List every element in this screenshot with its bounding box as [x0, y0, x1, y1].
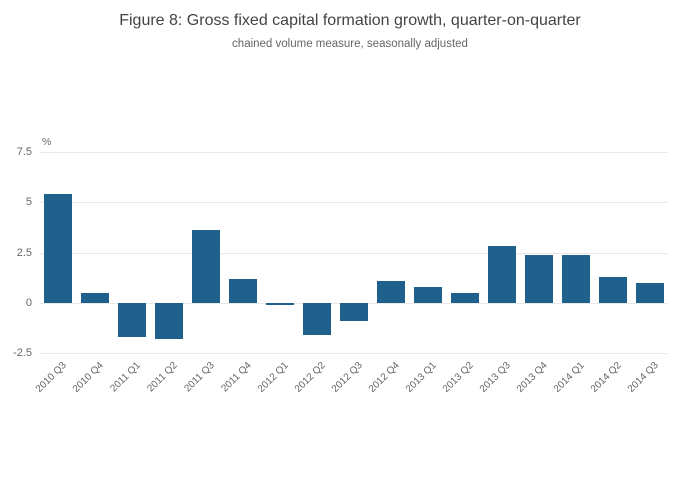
gridline	[40, 252, 668, 254]
bar	[377, 280, 405, 303]
bar	[44, 194, 72, 303]
plot-area: 7.5 5 2.5 0 -2.5	[13, 146, 668, 359]
bar	[118, 302, 146, 337]
bar	[525, 254, 553, 303]
chart-subtitle: chained volume measure, seasonally adjus…	[232, 38, 468, 50]
gridline	[40, 152, 668, 153]
bar	[414, 286, 442, 303]
x-tick-label: 2013 Q2	[440, 360, 476, 395]
bar	[155, 302, 183, 339]
bar	[562, 254, 590, 303]
x-tick-label: 2012 Q4	[366, 360, 402, 395]
x-tick-label: 2013 Q3	[477, 360, 513, 395]
bar	[192, 230, 220, 303]
x-tick-label: 2011 Q2	[145, 360, 180, 395]
y-tick-label: 5	[25, 196, 32, 209]
bar	[229, 278, 257, 303]
y-tick-label: -2.5	[13, 347, 32, 359]
x-tick-label: 2011 Q1	[108, 360, 143, 395]
x-tick-label: 2011 Q4	[219, 360, 254, 395]
x-tick-label: 2014 Q1	[551, 360, 587, 395]
bar	[636, 282, 664, 303]
chart-title: Figure 8: Gross fixed capital formation …	[119, 12, 581, 29]
x-tick-label: 2012 Q3	[329, 360, 365, 395]
bar	[266, 302, 294, 305]
x-tick-label: 2010 Q4	[70, 360, 106, 395]
x-tick-label: 2013 Q4	[514, 360, 550, 395]
bar	[81, 292, 109, 303]
x-tick-label: 2014 Q2	[588, 360, 624, 395]
gridline	[40, 202, 668, 204]
y-axis-unit-label: %	[42, 136, 52, 148]
bar	[488, 246, 516, 303]
bar	[303, 302, 331, 335]
y-tick-label: 7.5	[16, 146, 32, 158]
x-tick-label: 2012 Q2	[292, 360, 328, 395]
bar	[340, 302, 368, 321]
bar	[599, 276, 627, 303]
x-tick-label: 2014 Q3	[625, 360, 661, 395]
y-tick-label: 2.5	[16, 246, 32, 259]
gridline	[40, 353, 668, 354]
x-tick-label: 2011 Q3	[182, 360, 217, 395]
x-tick-label: 2010 Q3	[33, 360, 69, 395]
y-tick-label: 0	[25, 296, 32, 309]
x-tick-label: 2013 Q1	[403, 360, 439, 395]
bar	[451, 292, 479, 303]
x-tick-label: 2012 Q1	[255, 360, 291, 395]
